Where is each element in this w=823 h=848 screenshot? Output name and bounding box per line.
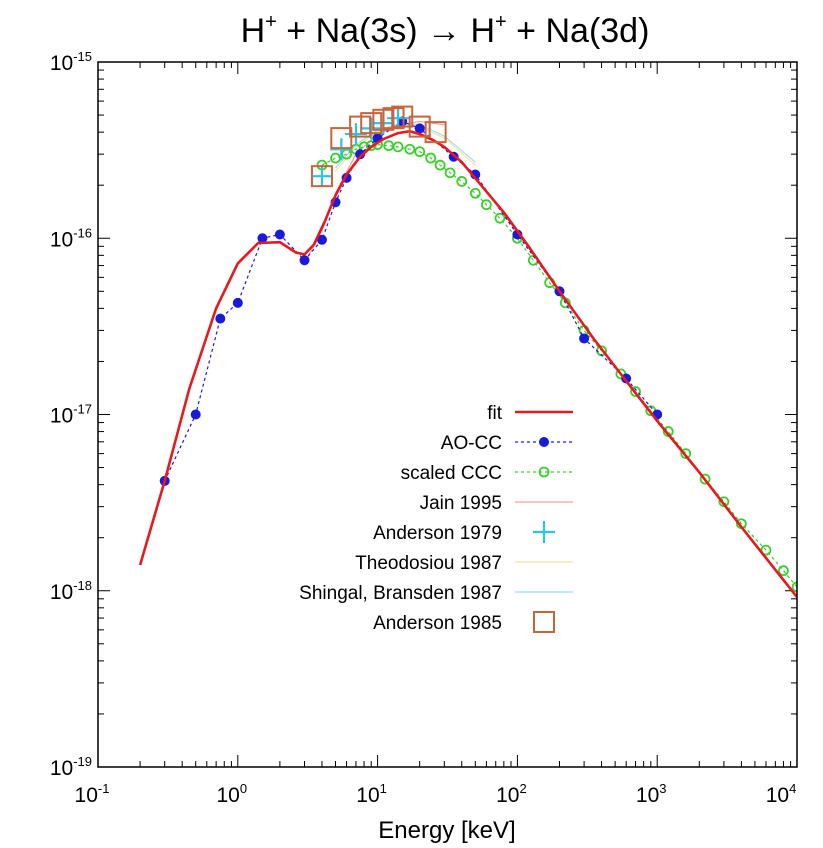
series-ao-cc <box>159 116 663 486</box>
legend-item-anderson-1985: Anderson 1985 <box>373 611 555 634</box>
legend-item-shingal-bransden-1987: Shingal, Bransden 1987 <box>299 583 573 604</box>
series-line <box>321 143 797 588</box>
series-line <box>138 129 797 598</box>
legend-marker <box>539 437 549 447</box>
data-point <box>274 229 285 240</box>
data-point <box>257 233 268 244</box>
legend-marker <box>538 466 550 478</box>
x-tick-label: 101 <box>356 781 387 807</box>
data-point <box>760 544 772 556</box>
x-tick-label: 104 <box>766 781 797 807</box>
legend-label: Anderson 1985 <box>373 613 502 634</box>
data-point <box>349 115 372 138</box>
data-point <box>699 473 711 485</box>
data-point <box>360 117 383 140</box>
data-point <box>408 115 431 138</box>
legend-item-jain-1995: Jain 1995 <box>420 493 573 514</box>
data-point <box>387 107 410 130</box>
data-point <box>365 140 377 152</box>
legend-item-theodosiou-1987: Theodosiou 1987 <box>355 553 573 574</box>
data-point <box>382 107 405 130</box>
data-point <box>434 159 446 171</box>
legend-label: Anderson 1979 <box>373 523 502 544</box>
data-point <box>469 187 481 199</box>
legend-label: Shingal, Bransden 1987 <box>299 583 502 604</box>
y-tick-label: 10-17 <box>50 402 92 428</box>
data-point <box>424 121 447 144</box>
legend-label: scaled CCC <box>401 463 502 484</box>
data-point <box>392 141 404 153</box>
data-point <box>330 152 341 164</box>
legend-marker <box>533 521 555 543</box>
legend-item-fit: fit <box>487 403 573 424</box>
data-point <box>404 143 416 155</box>
y-tick-label: 10-19 <box>50 754 92 780</box>
data-point <box>480 199 492 211</box>
data-point <box>330 138 353 161</box>
data-point <box>215 313 226 324</box>
x-tick-label: 100 <box>217 781 248 807</box>
data-point <box>778 565 789 577</box>
data-point <box>494 212 506 224</box>
x-tick-label: 10-1 <box>75 781 110 807</box>
data-point <box>579 333 590 344</box>
data-point <box>456 176 468 187</box>
legend-item-ao-cc: AO-CC <box>441 433 573 454</box>
chart-title: H+ + Na(3s) → H+ + Na(3d) <box>241 11 650 50</box>
legend: fit AO-CC scaled CCC Jain 1995 Anderson 1979… <box>299 403 573 634</box>
legend-marker <box>533 611 555 633</box>
data-point <box>414 146 426 158</box>
legend-label: Jain 1995 <box>420 493 502 514</box>
legend-label: fit <box>487 403 503 424</box>
data-point <box>310 165 333 188</box>
x-tick-label: 102 <box>496 781 527 807</box>
legend-item-scaled-ccc: scaled CCC <box>401 463 573 484</box>
y-tick-label: 10-16 <box>50 225 92 251</box>
axis-ticks <box>97 62 797 768</box>
legend-label: Theodosiou 1987 <box>355 553 502 574</box>
legend-item-anderson-1979: Anderson 1979 <box>373 521 555 544</box>
data-point <box>630 386 641 397</box>
tick-labels: 10-1 100 101 102 103 104 10-19 10-18 10-17 10-16 1… <box>50 49 796 807</box>
data-point <box>444 167 456 179</box>
y-tick-label: 10-15 <box>50 49 92 75</box>
series-anderson-1985 <box>310 105 447 188</box>
data-point <box>190 409 201 420</box>
data-point <box>330 127 353 150</box>
x-tick-label: 103 <box>636 781 667 807</box>
series-fit <box>138 129 797 598</box>
data-point <box>232 297 243 308</box>
data-point <box>791 581 797 593</box>
y-tick-label: 10-18 <box>50 578 92 604</box>
data-point <box>680 448 692 460</box>
plot-frame <box>97 61 798 768</box>
x-axis-label: Energy [keV] <box>378 817 515 844</box>
data-point <box>310 165 333 188</box>
data-point <box>360 112 383 135</box>
legend-label: AO-CC <box>441 433 502 454</box>
data-point <box>414 123 425 134</box>
data-point <box>425 152 437 164</box>
data-point <box>299 255 310 266</box>
plot-series <box>138 105 797 598</box>
